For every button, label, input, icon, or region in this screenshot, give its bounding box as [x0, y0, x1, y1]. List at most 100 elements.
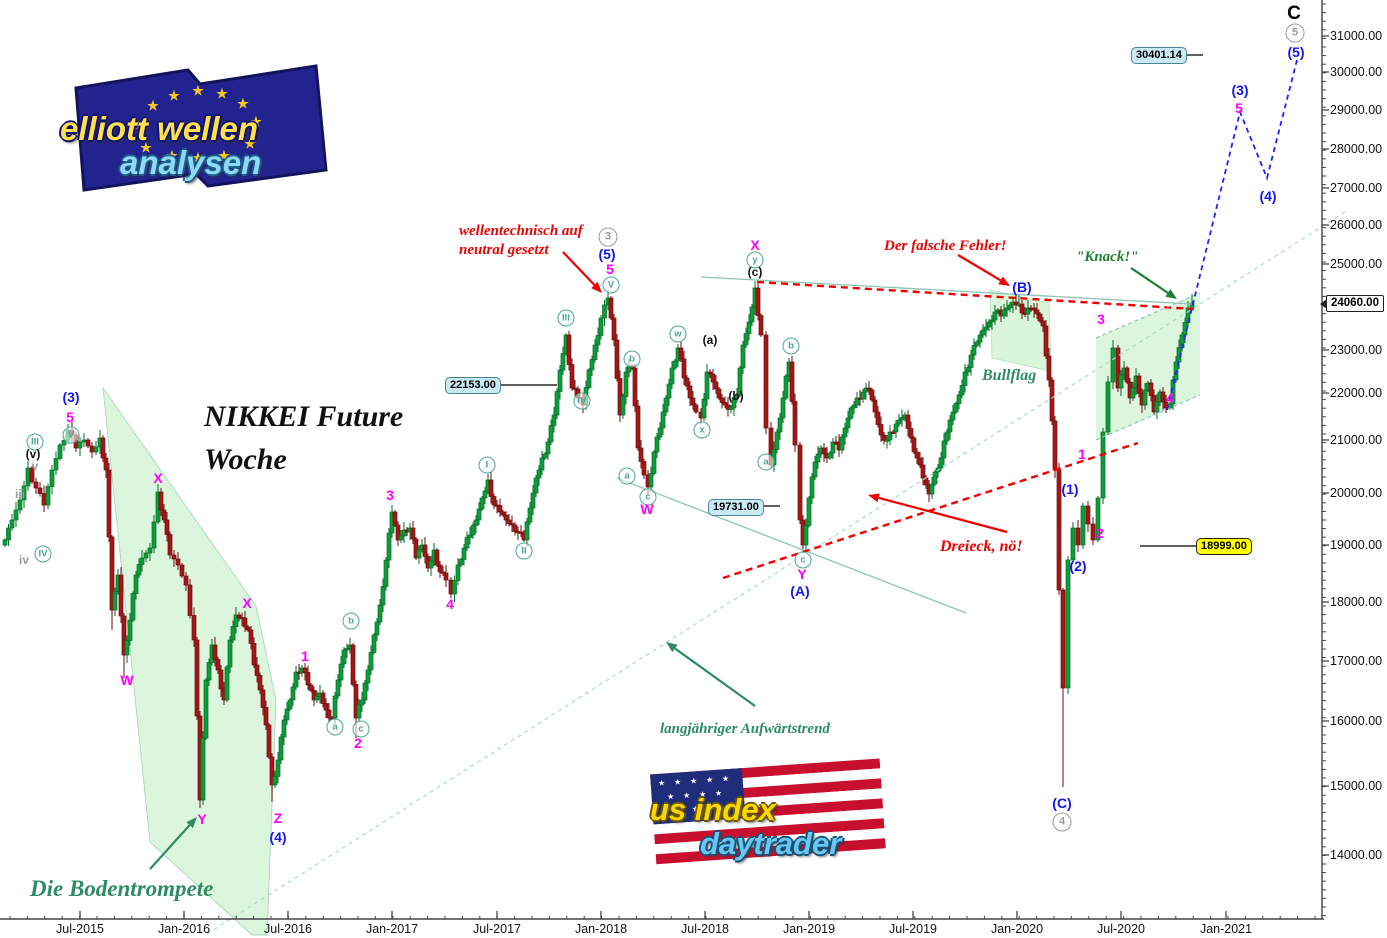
price-tag-19731.00: 19731.00 — [708, 499, 764, 516]
annotation-bodentrompete: Die Bodentrompete — [30, 876, 214, 901]
y-axis-label: 29000.00 — [1330, 103, 1383, 117]
wave-label-3: 3 — [598, 227, 618, 247]
y-axis-label: 19000.00 — [1330, 538, 1383, 552]
y-axis-label: 17000.00 — [1330, 654, 1383, 668]
price-tag-22153.00: 22153.00 — [445, 377, 501, 394]
y-axis-label: 27000.00 — [1330, 181, 1383, 195]
wave-label-a: a — [757, 453, 775, 471]
line-triangle-bottom-teal — [616, 477, 967, 614]
svg-text:★: ★ — [168, 88, 180, 103]
x-axis-label: Jan-2019 — [782, 922, 836, 936]
us-flag-icon: ★ ★ ★ ★ ★ ★ ★ ★ ★ ★ ★ ★ ★ ★ — [650, 758, 886, 865]
wave-label-5: 5 — [1235, 100, 1243, 116]
candlestick-series — [2, 281, 1195, 808]
y-axis-label: 16000.00 — [1330, 714, 1383, 728]
arrow-trompete — [149, 824, 191, 870]
wave-label-(a): (a) — [702, 333, 718, 347]
arrow-knack-head — [1165, 289, 1177, 299]
wave-label-IV: IV — [573, 392, 591, 410]
wave-label-(5): (5) — [1287, 44, 1305, 60]
logo-text-elliott-wellen: elliott wellen — [60, 110, 259, 147]
wave-label-V: V — [602, 276, 620, 294]
wave-label-II: II — [515, 542, 533, 560]
wave-label-(B): (B) — [1012, 279, 1032, 295]
price-tag-30401.14: 30401.14 — [1131, 47, 1187, 64]
wave-label-IV: IV — [34, 545, 52, 563]
arrow-falsche — [957, 254, 1002, 282]
eu-flag-icon: ★★ ★ ★★★ ★★ ★ ★★ ★ — [74, 64, 328, 192]
x-axis-label: Jul-2020 — [1097, 922, 1145, 936]
wave-label-a: a — [326, 718, 344, 736]
wave-label-Y: Y — [797, 566, 807, 582]
x-axis-label: Jan-2020 — [990, 922, 1044, 936]
line-red-upper-dashed — [756, 280, 1195, 311]
wave-label-1: 1 — [1078, 446, 1086, 462]
y-axis-label: 23000.00 — [1330, 343, 1383, 357]
y-axis-label: 22000.00 — [1330, 386, 1383, 400]
wave-label-4: 4 — [1166, 390, 1174, 406]
y-axis-label: 21000.00 — [1330, 433, 1383, 447]
wave-label-(v): (v) — [25, 447, 41, 461]
svg-text:★: ★ — [660, 806, 668, 815]
wave-label-(A): (A) — [790, 583, 810, 599]
svg-text:★: ★ — [250, 114, 262, 129]
wave-label-X: X — [153, 470, 163, 486]
svg-text:★: ★ — [132, 118, 144, 133]
svg-text:★: ★ — [140, 140, 152, 155]
annotation-neutral: wellentechnisch auf neutral gesetzt — [459, 223, 583, 258]
current-price-notch — [1320, 299, 1327, 309]
wave-label-III: III — [557, 309, 575, 327]
wave-label-(3): (3) — [62, 389, 80, 405]
svg-text:★: ★ — [706, 775, 714, 784]
wave-label-V: V — [62, 426, 80, 444]
annotation-dreieck: Dreieck, nö! — [940, 538, 1023, 555]
line-flag2-bottom-dashed — [1095, 394, 1201, 441]
wave-label-c: c — [352, 720, 370, 738]
wave-label-v: v — [31, 459, 39, 473]
x-axis-label: Jul-2016 — [264, 922, 312, 936]
logo-text-analysen: analysen — [120, 144, 262, 181]
svg-text:★: ★ — [237, 96, 249, 111]
annotation-knack: "Knack!" — [1076, 249, 1139, 265]
y-axis-label: 20000.00 — [1330, 486, 1383, 500]
arrow-dreieck — [878, 496, 1008, 534]
svg-text:★: ★ — [676, 805, 684, 814]
line-long-uptrend-dashed — [206, 211, 1346, 935]
wave-label-(1): (1) — [1061, 481, 1079, 497]
chart-title-line1: NIKKEI Future — [204, 400, 404, 433]
annotation-bullflag: Bullflag — [982, 367, 1037, 384]
svg-text:★: ★ — [724, 802, 732, 811]
wave-label-5: 5 — [66, 409, 74, 425]
line-triangle-top-teal — [700, 276, 1193, 305]
x-axis-label: Jan-2016 — [157, 922, 211, 936]
wave-label-III: III — [26, 433, 44, 451]
arrow-aufwaerts — [674, 647, 756, 707]
arrow-neutral — [562, 251, 596, 286]
shape-bullflag-1 — [989, 289, 1052, 372]
annotation-falsche-fehler: Der falsche Fehler! — [884, 238, 1007, 254]
svg-text:★: ★ — [715, 789, 723, 798]
wave-label-I: I — [478, 456, 496, 474]
wave-label-W: W — [640, 501, 654, 517]
wave-label-(5): (5) — [598, 246, 616, 262]
arrow-neutral-head — [591, 281, 602, 293]
wave-label-2: 2 — [1096, 525, 1104, 541]
svg-text:★: ★ — [216, 86, 228, 101]
svg-text:★: ★ — [674, 777, 682, 786]
us-index-daytrader-logo: ★ ★ ★ ★ ★ ★ ★ ★ ★ ★ ★ ★ ★ ★ us index daytrader — [628, 752, 918, 882]
svg-text:★: ★ — [244, 136, 256, 151]
wave-label-C-top: C — [1287, 3, 1301, 24]
wave-label-(b): (b) — [728, 389, 744, 403]
wave-label-w: w — [669, 325, 687, 343]
wave-label-b: b — [623, 350, 641, 368]
svg-text:★: ★ — [683, 791, 691, 800]
x-axis-label: Jul-2017 — [473, 922, 521, 936]
svg-text:★: ★ — [658, 778, 666, 787]
wave-label-iii: iii — [14, 487, 26, 501]
arrow-aufwaerts-head — [666, 642, 678, 653]
wave-label-(4): (4) — [1259, 188, 1277, 204]
wave-label-3: 3 — [386, 487, 394, 503]
wave-label-X: X — [750, 237, 760, 253]
svg-text:★: ★ — [722, 774, 730, 783]
